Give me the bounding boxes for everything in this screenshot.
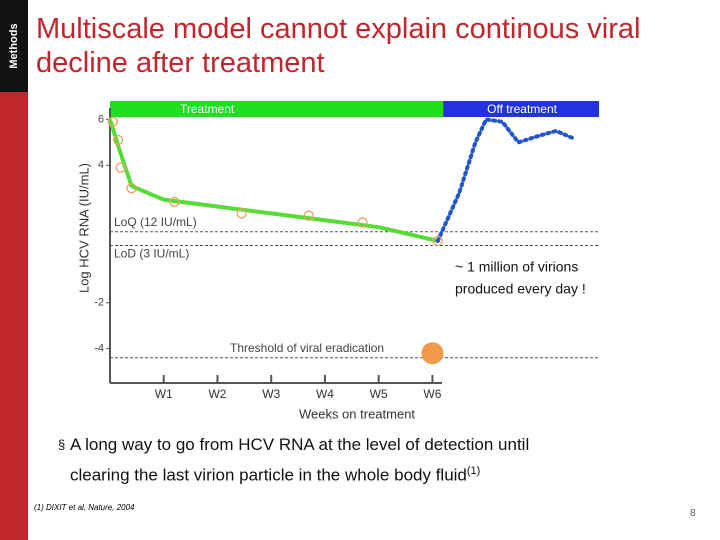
y-tick-label: 6 [98, 113, 104, 125]
bullet-line: clearing the last virion particle in the… [70, 465, 467, 485]
x-tick-label: W3 [262, 387, 280, 401]
observed-point [112, 134, 124, 146]
observed-point [303, 210, 314, 221]
observed-point [357, 217, 368, 228]
x-tick-label: W6 [423, 387, 441, 401]
observed-point [236, 208, 247, 219]
x-tick-label: W5 [370, 387, 388, 401]
band [443, 101, 599, 117]
x-tick-label: W4 [316, 387, 334, 401]
reference-label: LoQ (12 IU/mL) [114, 215, 197, 229]
x-tick-label: W1 [155, 387, 173, 401]
title: Multiscale model cannot explain continou… [36, 12, 640, 80]
y-axis-label: Log HCV RNA (IU/mL) [76, 163, 91, 293]
bullet-line: A long way to go from HCV RNA at the lev… [70, 435, 530, 454]
footnote: (1) DIXIT et al, Nature, 2004 [34, 503, 135, 512]
reference-label: LoD (3 IU/mL) [114, 247, 189, 261]
band-label: Off treatment [487, 102, 557, 116]
x-tick-label: W2 [208, 387, 226, 401]
eradication-point [421, 342, 444, 365]
observed-point [169, 196, 180, 208]
title-line: Multiscale model cannot explain continou… [36, 13, 641, 45]
rebound-line [435, 117, 575, 243]
bullet-text: A long way to go from HCV RNA at the lev… [70, 432, 710, 489]
band-label: Treatment [180, 102, 235, 116]
band [110, 101, 444, 117]
annotation: produced every day ! [455, 281, 586, 297]
observed-point [432, 235, 443, 247]
title-line: decline after treatment [36, 47, 325, 79]
bullet-symbol: § [58, 437, 66, 452]
observed-point [126, 183, 137, 194]
y-tick-label: 4 [98, 159, 104, 171]
y-tick-label: -4 [94, 343, 104, 355]
x-axis-label: Weeks on treatment [299, 406, 415, 421]
y-tick-label: -2 [94, 297, 104, 309]
annotation: ~ 1 million of virions [455, 259, 578, 275]
observed-point [107, 116, 118, 127]
bullet-note: (1) [466, 465, 481, 477]
chart: Treatment Off treatment 6 4 -2 -4 W1 W2 W3 W4 W5 W6… [76, 101, 599, 421]
observed-point [115, 162, 126, 173]
sidebar-tab [0, 0, 28, 92]
page-number: 8 [690, 508, 696, 519]
reference-label: Threshold of viral eradication [230, 341, 384, 355]
